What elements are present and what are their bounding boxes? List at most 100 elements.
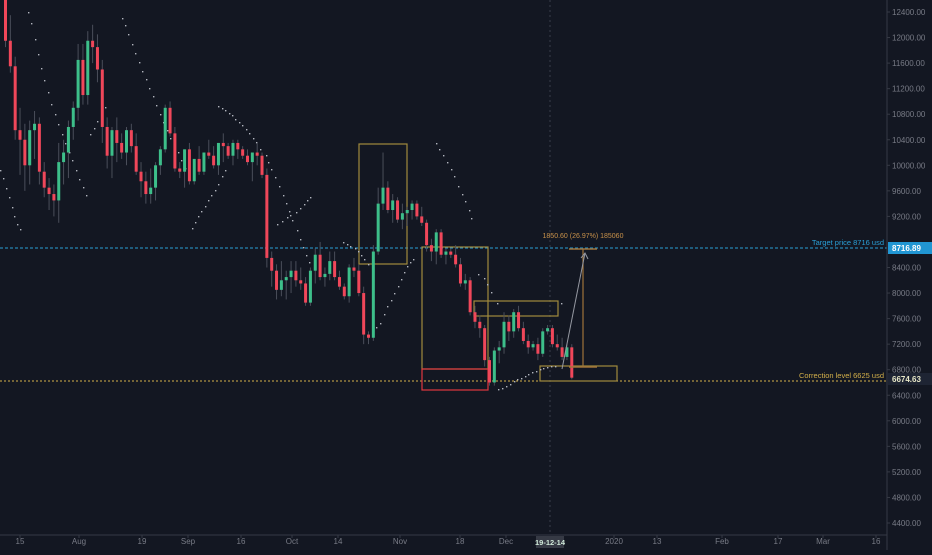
resistance-box[interactable] xyxy=(473,300,559,317)
candle-up xyxy=(444,251,448,255)
sar-dot xyxy=(543,368,545,370)
time-tick-label: 19 xyxy=(138,537,147,546)
price-range-measure-tool[interactable]: 1850.60 (26.97%) 185060 xyxy=(543,233,624,368)
sar-dot xyxy=(253,138,255,140)
horizontal-lines[interactable] xyxy=(0,247,887,382)
price-tick-label: 5600.00 xyxy=(892,442,921,451)
candle-down xyxy=(23,139,27,166)
candle-up xyxy=(313,254,317,271)
sar-dot xyxy=(266,155,268,157)
candle-down xyxy=(357,270,361,294)
sar-dot xyxy=(28,12,30,14)
sar-dot xyxy=(192,228,194,230)
sar-dot xyxy=(211,195,213,197)
sar-dot xyxy=(384,314,386,316)
sar-dot xyxy=(547,367,549,369)
candle-down xyxy=(105,126,109,156)
candle-down xyxy=(294,270,298,281)
sar-dot xyxy=(413,259,415,261)
sar-dot xyxy=(12,207,14,209)
support-box[interactable] xyxy=(539,365,618,382)
time-tick-label: 15 xyxy=(16,537,25,546)
candle-down xyxy=(478,321,482,329)
candle-down xyxy=(18,130,22,140)
candle-down xyxy=(304,283,308,303)
price-tick-label: 4400.00 xyxy=(892,519,921,528)
sar-dot xyxy=(290,215,292,217)
sar-dot xyxy=(31,23,33,25)
candle-up xyxy=(410,203,414,211)
candle-down xyxy=(318,254,322,278)
time-tick-label: 18 xyxy=(456,537,465,546)
sar-dot xyxy=(0,170,2,172)
sar-dot xyxy=(368,264,370,266)
candle-down xyxy=(42,171,46,188)
sar-dot xyxy=(76,170,78,172)
candle-down xyxy=(396,200,400,220)
price-axis[interactable]: 12400.00 12000.00 11600.00 11200.00 10800.00… xyxy=(886,0,932,550)
sar-dot xyxy=(3,178,5,180)
candle-down xyxy=(458,264,462,284)
sar-dot xyxy=(355,248,357,250)
sar-dot xyxy=(128,34,130,36)
sar-dot xyxy=(525,376,527,378)
time-axis[interactable]: 15 Aug 19 Sep 16 Oct 14 Nov 18 Dec 2020 13 Feb 17 Mar 1… xyxy=(0,534,887,548)
candle-up xyxy=(289,270,293,278)
arrow-shaft[interactable] xyxy=(561,252,586,370)
sar-dot xyxy=(229,113,231,115)
candle-up xyxy=(279,280,283,290)
sar-dot xyxy=(561,303,563,305)
candle-down xyxy=(134,146,138,172)
line-labels: Target price 8716 usd Correction level 66… xyxy=(799,238,884,380)
sar-dot xyxy=(292,220,294,222)
sar-dot xyxy=(249,133,251,135)
price-tick-label: 11600.00 xyxy=(892,59,925,68)
time-tick-label: Nov xyxy=(393,537,407,546)
candle-up xyxy=(86,40,90,96)
sar-dot xyxy=(51,104,53,106)
price-tick-label: 10000.00 xyxy=(892,161,926,170)
sar-dot xyxy=(307,200,309,202)
time-tick-label: 13 xyxy=(653,537,662,546)
price-tick-label: 4800.00 xyxy=(892,493,921,502)
sar-dot xyxy=(350,246,352,248)
consolidation-box-1[interactable] xyxy=(358,143,408,265)
sar-dot xyxy=(380,323,382,325)
sar-dot xyxy=(436,143,438,145)
price-tick-label: 9200.00 xyxy=(892,212,921,221)
sar-dot xyxy=(79,179,81,181)
candle-up xyxy=(391,200,395,211)
sar-dot xyxy=(391,300,393,302)
sar-dot xyxy=(275,177,277,179)
candle-down xyxy=(207,152,211,156)
candle-down xyxy=(468,280,472,313)
sar-dot xyxy=(41,68,43,70)
sar-dot xyxy=(540,369,542,371)
price-tick-label: 6400.00 xyxy=(892,391,921,400)
sar-dot xyxy=(439,149,441,151)
sar-dot xyxy=(139,62,141,64)
sar-dot xyxy=(198,216,200,218)
sar-dot xyxy=(551,366,553,368)
sar-dot xyxy=(167,130,169,132)
sar-dot xyxy=(287,217,289,219)
candle-up xyxy=(463,280,467,284)
candle-up xyxy=(284,277,288,281)
sar-dot xyxy=(135,53,137,55)
projection-arrow[interactable] xyxy=(561,252,589,370)
sar-dot xyxy=(153,96,155,98)
candle-down xyxy=(550,328,554,345)
sar-dot xyxy=(86,195,88,197)
candle-down xyxy=(139,171,143,182)
sar-dot xyxy=(58,124,60,126)
candle-down xyxy=(52,194,56,201)
sar-dot xyxy=(401,279,403,281)
candle-up xyxy=(371,251,375,338)
candle-up xyxy=(57,162,61,201)
drawing-rectangles[interactable] xyxy=(358,143,618,391)
sar-dot xyxy=(478,274,480,276)
sar-dot xyxy=(471,218,473,220)
